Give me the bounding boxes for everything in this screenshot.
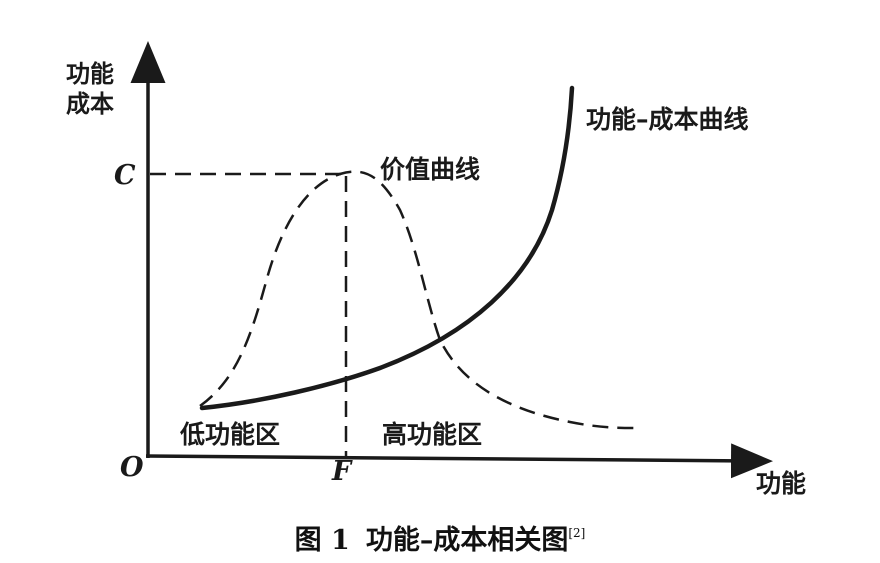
y-axis-label-line1: 功能 xyxy=(66,60,114,88)
value-curve xyxy=(199,170,641,430)
figure-number: 图 1 xyxy=(294,525,350,556)
figure-title: 功能–成本相关图 xyxy=(365,525,569,556)
cost-curve-label: 功能–成本曲线 xyxy=(586,105,749,134)
value-curve-label: 价值曲线 xyxy=(380,155,480,184)
origin-label: O xyxy=(120,452,144,483)
citation-marker: [2] xyxy=(568,526,586,540)
function-cost-curve xyxy=(199,85,575,411)
low-function-region-label: 低功能区 xyxy=(179,420,280,449)
x-axis-label: 功能 xyxy=(756,469,806,498)
f-label: F xyxy=(331,456,353,487)
x-axis xyxy=(145,443,773,479)
c-label: C xyxy=(114,160,136,191)
high-function-region-label: 高功能区 xyxy=(382,420,482,449)
figure-caption: 图 1 功能–成本相关图[2] xyxy=(0,518,880,557)
y-axis-label-line2: 成本 xyxy=(66,90,114,118)
